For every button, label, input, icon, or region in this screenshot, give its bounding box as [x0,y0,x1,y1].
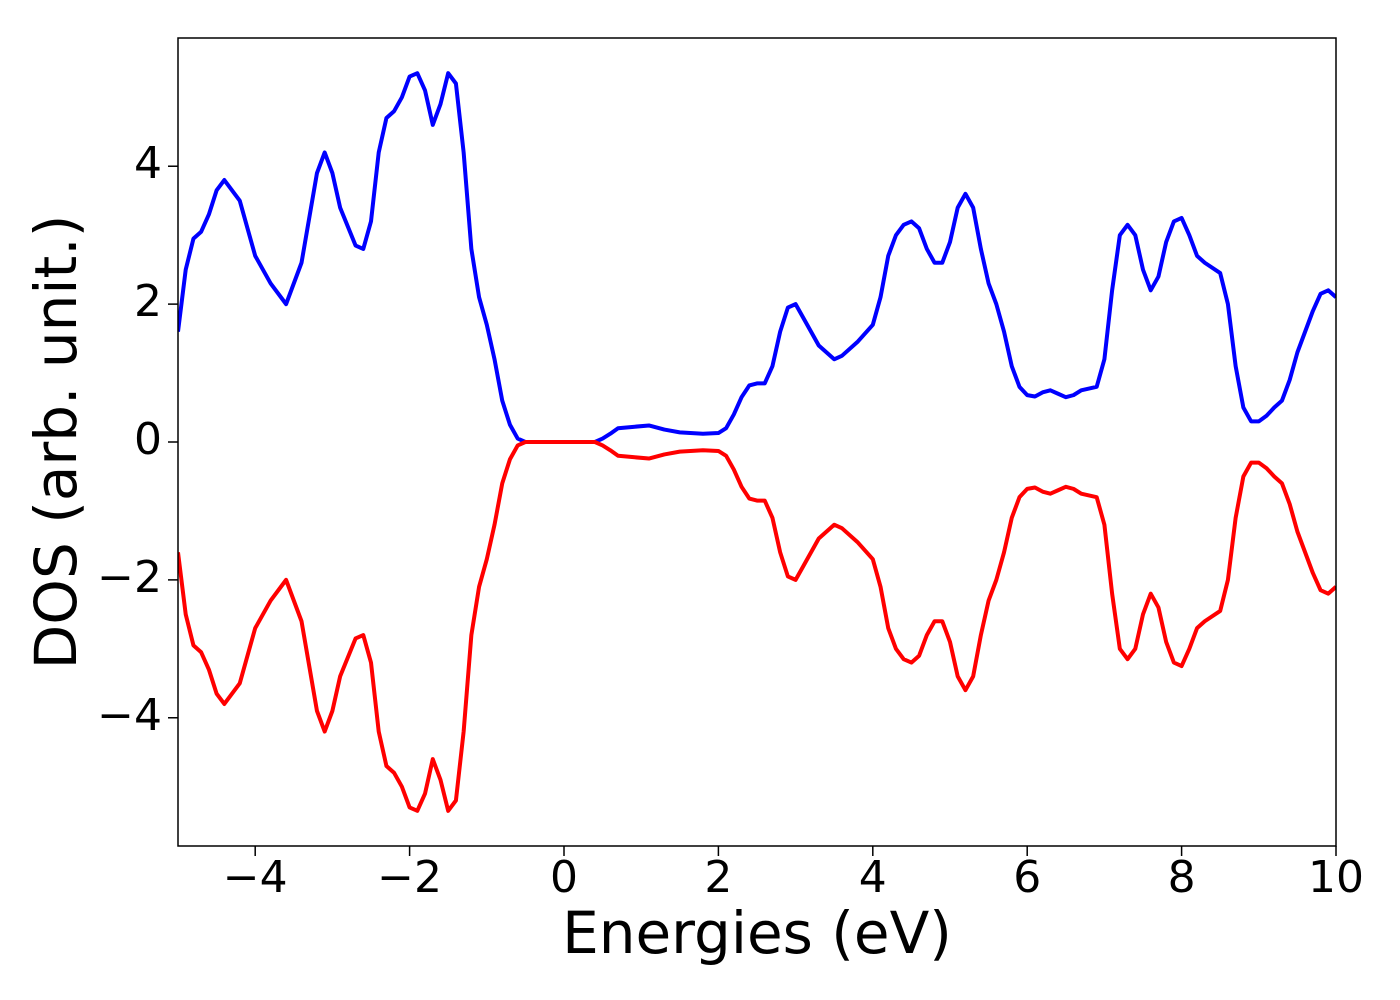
x-tick-label: 0 [550,852,578,903]
x-tick-label: −2 [377,852,442,903]
y-tick-label: −4 [97,690,162,741]
x-tick-label: 6 [1013,852,1041,903]
x-tick-label: −4 [223,852,288,903]
y-tick-label: 4 [134,138,162,189]
y-axis-label: DOS (arb. unit.) [22,215,90,670]
y-tick-label: 0 [134,414,162,465]
y-tick-label: −2 [97,552,162,603]
x-tick-label: 10 [1308,852,1364,903]
x-axis-label: Energies (eV) [562,899,952,967]
plot-frame [177,37,1337,847]
x-tick-label: 8 [1168,852,1196,903]
x-tick-label: 4 [859,852,887,903]
series-line [178,440,1336,813]
x-tick-label: 2 [704,852,732,903]
series-line [178,71,1336,444]
y-tick-label: 2 [134,276,162,327]
